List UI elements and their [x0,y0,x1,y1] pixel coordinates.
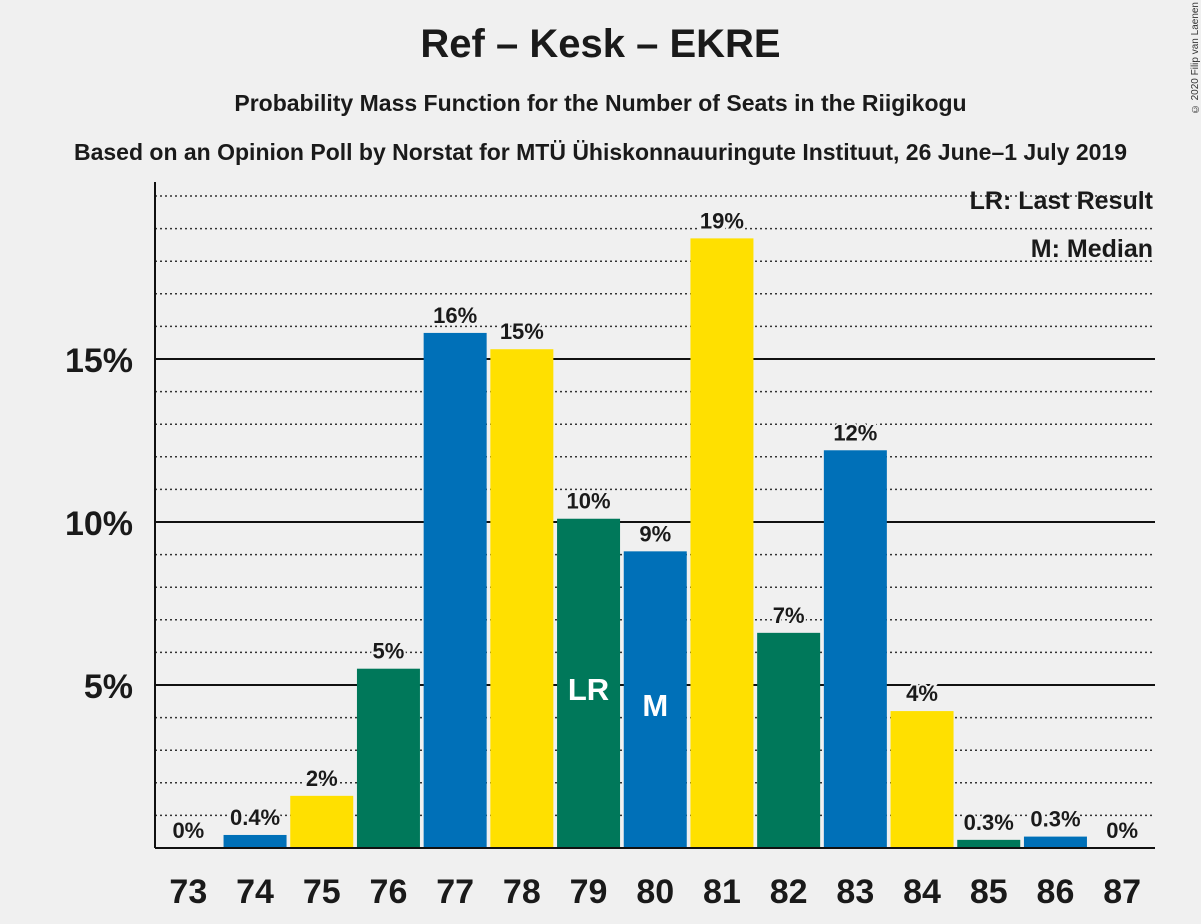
chart-source: Based on an Opinion Poll by Norstat for … [73,139,1128,165]
y-tick-label: 10% [65,505,133,543]
bar [957,839,1021,848]
bar-value-label: 0.3% [1030,807,1080,832]
chart-title: Ref – Kesk – EKRE [420,22,781,66]
x-tick-label: 86 [1037,873,1075,911]
bar [757,632,821,848]
bar-value-label: 10% [567,489,611,514]
bar [356,668,420,848]
bar-value-label: 0% [1106,818,1138,843]
x-tick-label: 84 [903,873,941,911]
bar [890,711,954,848]
bar [290,795,354,848]
x-tick-label: 77 [436,873,474,911]
x-tick-label: 79 [570,873,608,911]
bar [423,332,487,848]
median-marker: M [642,688,668,723]
bar [623,551,687,848]
x-tick-label: 87 [1103,873,1141,911]
x-tick-label: 76 [370,873,408,911]
bar [823,450,887,848]
chart-subtitle: Probability Mass Function for the Number… [234,90,967,116]
bar-value-label: 16% [433,303,477,328]
x-tick-label: 80 [636,873,674,911]
legend-median: M: Median [1031,235,1153,263]
bar [557,518,621,848]
bar-value-label: 0.3% [964,810,1014,835]
x-tick-label: 85 [970,873,1008,911]
x-tick-label: 73 [169,873,207,911]
x-tick-label: 74 [236,873,274,911]
x-tick-label: 78 [503,873,541,911]
bar [690,238,754,848]
bar-value-label: 0.4% [230,805,280,830]
bar-value-label: 0% [172,818,204,843]
bar-value-label: 4% [906,681,938,706]
bar-value-label: 7% [773,603,805,628]
bar-value-label: 2% [306,766,338,791]
bar [223,834,287,848]
bar [490,349,554,848]
legend-last-result: LR: Last Result [970,187,1154,215]
last-result-marker: LR [568,672,609,707]
bar-value-label: 15% [500,319,544,344]
x-tick-label: 81 [703,873,741,911]
bar [1023,836,1087,848]
bar-value-label: 5% [373,639,405,664]
x-tick-label: 83 [836,873,874,911]
bar-value-label: 9% [639,521,671,546]
x-tick-label: 75 [303,873,341,911]
bar-value-label: 19% [700,208,744,233]
y-tick-label: 15% [65,342,133,380]
x-tick-label: 82 [770,873,808,911]
bar-value-label: 12% [833,420,877,445]
y-tick-label: 5% [84,668,133,706]
